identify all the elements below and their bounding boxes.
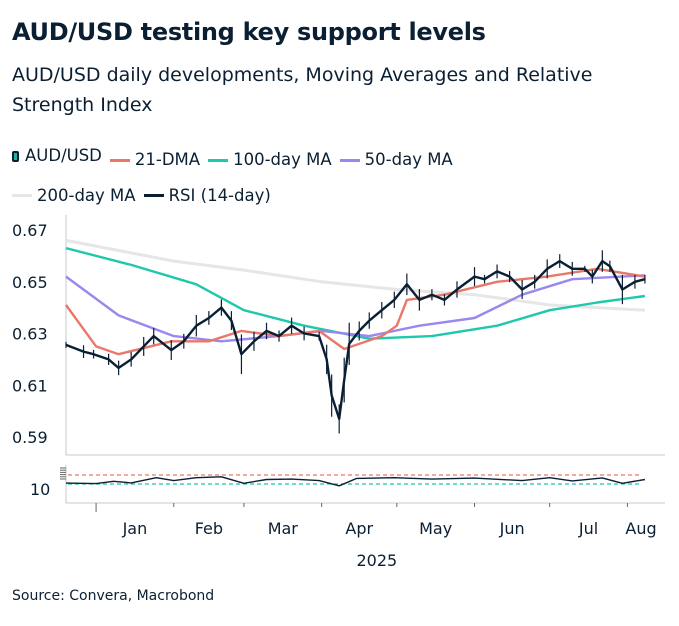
- x-tick-label: Jun: [499, 519, 525, 538]
- y-tick-label: 0.67: [12, 221, 48, 240]
- series-line-100-day-ma: [65, 246, 646, 340]
- x-tick-label: Mar: [268, 519, 299, 538]
- x-tick-label: Aug: [625, 519, 656, 538]
- legend-label: AUD/USD: [25, 146, 102, 165]
- legend-label: 200-day MA: [37, 185, 136, 205]
- legend-item: AUD/USD: [12, 140, 102, 172]
- legend-item: RSI (14-day): [143, 180, 271, 212]
- x-tick-label: May: [419, 519, 452, 538]
- x-tick-label: Jan: [122, 519, 148, 538]
- chart-subtitle: AUD/USD daily developments, Moving Avera…: [12, 64, 593, 116]
- legend-label: 50-day MA: [364, 150, 453, 169]
- legend: AUD/USD 21-DMA 100-day MA 50-day MA 200-day …: [12, 140, 612, 212]
- legend-label: 100-day MA: [233, 150, 332, 169]
- candlestick-icon: [12, 150, 19, 162]
- series-line-21-dma: [65, 267, 646, 356]
- y-tick-label: 0.63: [12, 325, 48, 344]
- line-swatch-icon: [208, 158, 229, 162]
- legend-item: 200-day MA: [12, 180, 136, 212]
- x-tick-label: Feb: [195, 519, 223, 538]
- source-note: Source: Convera, Macrobond: [12, 588, 215, 604]
- legend-label: RSI (14-day): [168, 185, 271, 205]
- series-line-200-day-ma: [65, 238, 645, 312]
- rsi-tick-label: 10: [30, 480, 50, 499]
- y-tick-label: 0.61: [12, 376, 48, 395]
- legend-item: 100-day MA: [208, 144, 332, 176]
- series-line-rsi-14-day-: [65, 476, 646, 487]
- line-swatch-icon: [109, 158, 130, 162]
- x-tick-label: Jul: [578, 519, 598, 538]
- line-swatch-icon: [339, 158, 360, 162]
- legend-label: 21-DMA: [134, 150, 201, 169]
- series-line-50-day-ma: [65, 274, 645, 343]
- line-swatch-icon: [143, 194, 164, 197]
- line-swatch-icon: [12, 194, 32, 197]
- y-tick-label: 0.65: [12, 273, 48, 292]
- x-year-label: 2025: [356, 551, 397, 570]
- chart-title: AUD/USD testing key support levels: [12, 18, 486, 46]
- legend-item: 50-day MA: [339, 144, 453, 176]
- legend-item: 21-DMA: [109, 144, 201, 176]
- y-tick-label: 0.59: [12, 428, 48, 447]
- x-tick-label: Apr: [345, 519, 373, 538]
